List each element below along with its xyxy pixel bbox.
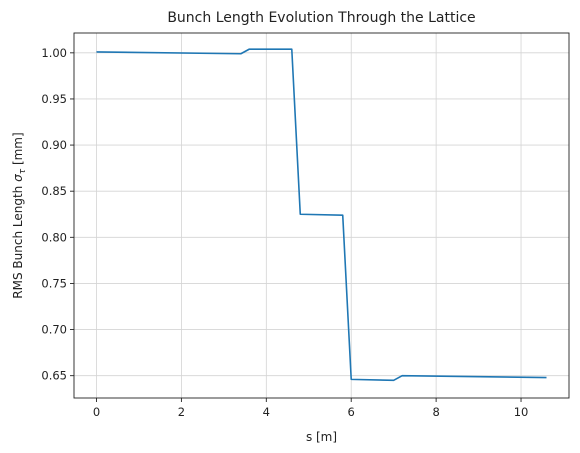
chart-title: Bunch Length Evolution Through the Latti… xyxy=(167,10,475,26)
x-tick-label: 6 xyxy=(348,405,355,419)
x-tick-label: 8 xyxy=(432,405,439,419)
x-tick-label: 0 xyxy=(93,405,100,419)
x-tick-label: 10 xyxy=(514,405,529,419)
y-tick-label: 0.80 xyxy=(41,230,67,244)
plot-frame xyxy=(73,32,570,399)
y-tick-label: 0.70 xyxy=(41,323,67,337)
y-axis-label: RMS Bunch Length στ [mm] xyxy=(11,132,28,298)
grid xyxy=(74,33,569,398)
y-axis-label-symbol: σ xyxy=(11,174,25,182)
series-layer xyxy=(96,48,547,382)
x-axis-label: s [m] xyxy=(306,430,337,444)
y-axis-label-suffix: [mm] xyxy=(11,132,25,169)
x-tick-label: 2 xyxy=(178,405,185,419)
y-tick-label: 0.65 xyxy=(41,369,67,383)
y-tick-label: 0.90 xyxy=(41,138,67,152)
y-tick-label: 0.75 xyxy=(41,276,67,290)
y-tick-label: 0.95 xyxy=(41,92,67,106)
y-axis-label-prefix: RMS Bunch Length xyxy=(11,182,25,299)
series-line xyxy=(96,48,547,382)
ticks: 0 2 4 6 8 10 0.65 0.70 0.75 0.80 0.85 0.90 0.95 1.00 xyxy=(41,46,528,419)
y-tick-label: 0.85 xyxy=(41,184,67,198)
y-axis-label-subscript: τ xyxy=(18,168,28,174)
y-tick-label: 1.00 xyxy=(41,46,67,60)
x-tick-label: 4 xyxy=(263,405,270,419)
